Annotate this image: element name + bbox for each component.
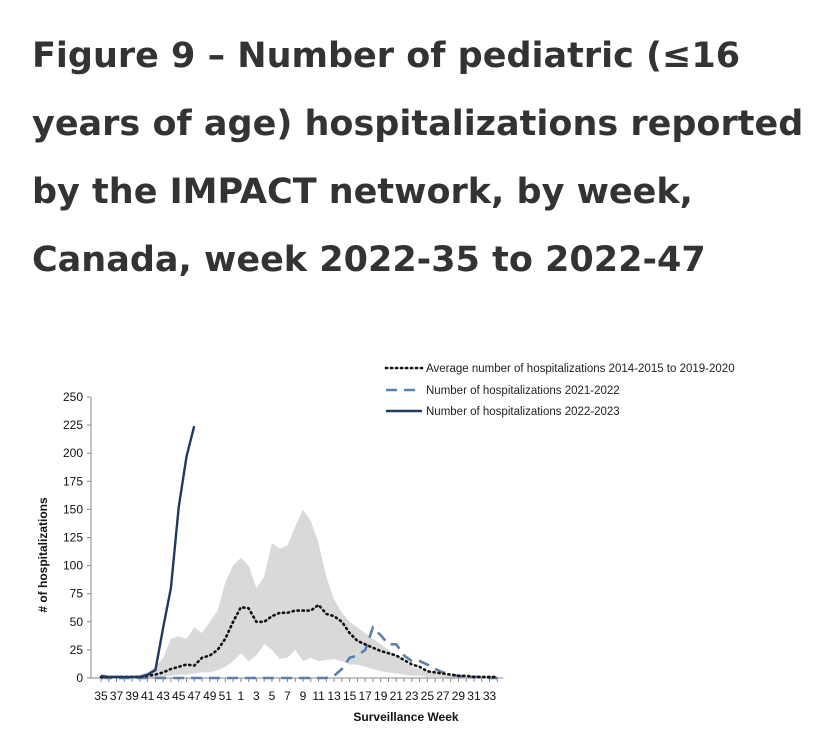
- x-tick-label: 17: [359, 689, 373, 703]
- y-tick-label: 125: [63, 531, 83, 545]
- y-tick-label: 200: [63, 446, 83, 460]
- x-tick-label: 15: [343, 689, 357, 703]
- y-tick-label: 50: [70, 615, 84, 629]
- y-tick-label: 25: [70, 643, 84, 657]
- x-tick-label: 37: [110, 689, 124, 703]
- y-tick-label: 150: [63, 502, 83, 516]
- series-line-dashed: [101, 624, 498, 680]
- x-tick-label: 19: [374, 689, 388, 703]
- x-tick-label: 7: [284, 689, 291, 703]
- series-line-solid: [100, 425, 196, 679]
- x-tick-label: 1: [238, 689, 245, 703]
- x-tick-label: 39: [125, 689, 139, 703]
- x-tick-label: 51: [219, 689, 233, 703]
- x-tick-label: 49: [203, 689, 217, 703]
- x-tick-label: 23: [405, 689, 419, 703]
- series-layer: [99, 425, 499, 680]
- x-tick-label: 11: [312, 689, 325, 703]
- range-band: [101, 509, 498, 678]
- x-axis-label: Surveillance Week: [353, 710, 458, 724]
- figure-title: Figure 9 – Number of pediatric (≤16 year…: [32, 36, 804, 280]
- x-tick-label: 43: [156, 689, 170, 703]
- legend-label: Number of hospitalizations 2021-2022: [426, 385, 620, 397]
- x-tick-label: 3: [253, 689, 260, 703]
- x-tick-label: 47: [188, 689, 202, 703]
- chart-container: 0 25 50 75 100 125 150 175 200 225 250 35 37 39 41 43 45…: [0, 350, 828, 746]
- x-tick-label: 31: [467, 689, 481, 703]
- legend: Average number of hospitalizations 2014-…: [384, 363, 735, 418]
- legend-label: Average number of hospitalizations 2014-…: [426, 363, 735, 375]
- y-axis-label: # of hospitalizations: [36, 497, 50, 613]
- x-tick-label: 35: [94, 689, 108, 703]
- x-tick-label: 45: [172, 689, 186, 703]
- x-tick-label: 21: [390, 689, 404, 703]
- x-tick-label: 25: [421, 689, 435, 703]
- x-tick-label: 13: [327, 689, 341, 703]
- x-tick-label: 5: [269, 689, 276, 703]
- x-tick-label: 29: [452, 689, 466, 703]
- y-tick-label: 100: [63, 559, 83, 573]
- y-tick-label: 0: [76, 671, 83, 685]
- y-tick-label: 225: [63, 418, 83, 432]
- x-tick-label: 27: [436, 689, 450, 703]
- y-tick-label: 250: [63, 390, 83, 404]
- x-tick-label: 33: [483, 689, 497, 703]
- x-tick-label: 41: [141, 689, 155, 703]
- series-line-dotted: [99, 603, 499, 679]
- legend-label: Number of hospitalizations 2022-2023: [426, 406, 620, 418]
- x-tick-label: 9: [300, 689, 307, 703]
- y-tick-label: 75: [70, 587, 84, 601]
- y-tick-label: 175: [63, 474, 83, 488]
- range-band-layer: [101, 509, 498, 678]
